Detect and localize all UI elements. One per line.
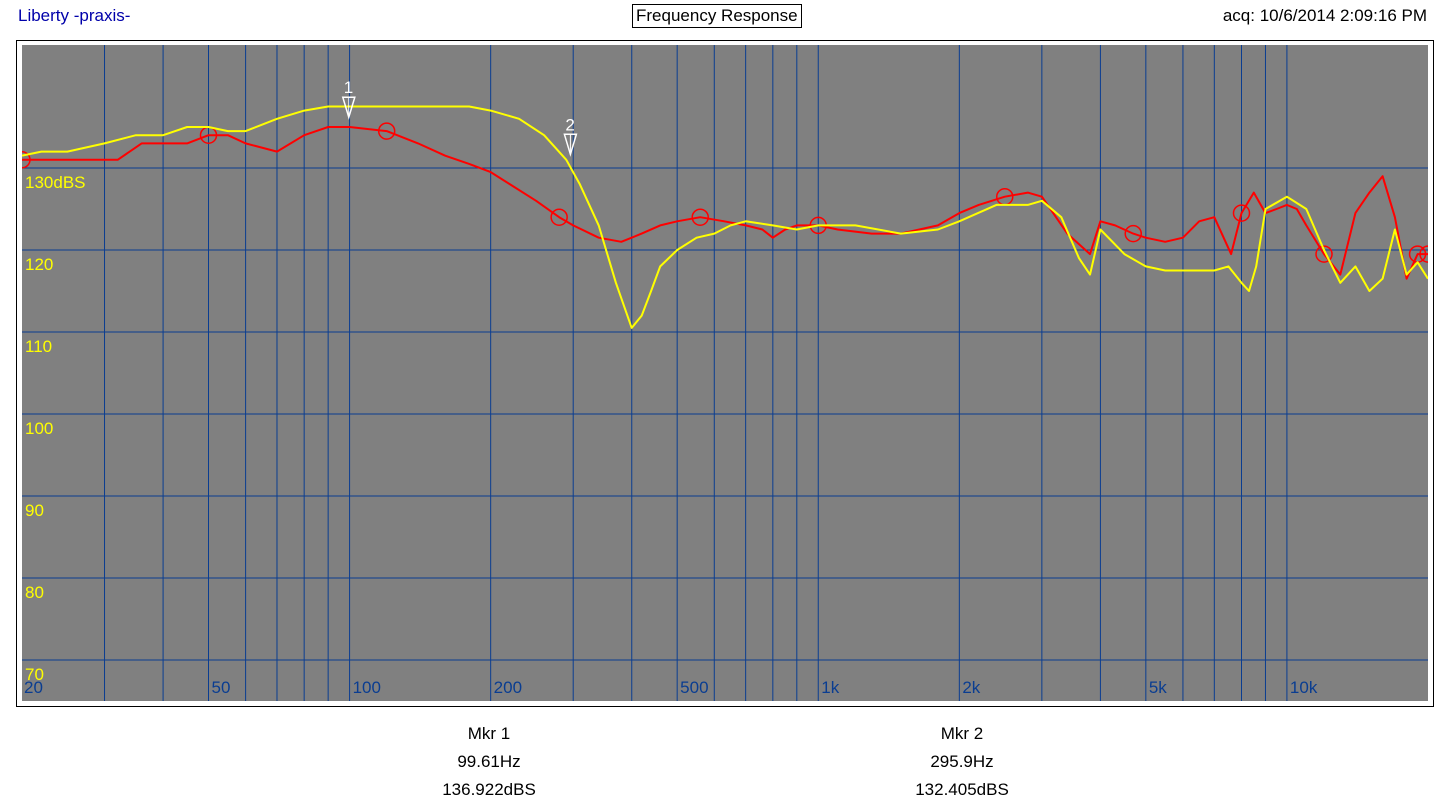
- y-tick-label: 80: [25, 583, 44, 602]
- series-point-1: [22, 151, 31, 169]
- chart-title: Frequency Response: [632, 4, 802, 28]
- marker-1-level: 136.922dBS: [442, 780, 536, 799]
- marker-2-readout: Mkr 2 295.9Hz 132.405dBS: [862, 720, 1062, 804]
- marker-2-label: 2: [565, 115, 574, 134]
- x-tick-label: 100: [353, 678, 381, 697]
- series-point-1: [1232, 204, 1251, 222]
- series-point-1: [1419, 245, 1428, 263]
- acquisition-timestamp: acq: 10/6/2014 2:09:16 PM: [1222, 6, 1427, 25]
- marker-2-name: Mkr 2: [940, 724, 984, 743]
- x-tick-label: 10k: [1290, 678, 1318, 697]
- marker-2-frequency: 295.9Hz: [930, 752, 994, 771]
- marker-1-name: Mkr 1: [467, 724, 511, 743]
- marker-1-label: 1: [344, 78, 353, 97]
- marker-2-icon: [563, 133, 578, 157]
- series-point-1: [1124, 224, 1142, 243]
- series-point-1: [1315, 245, 1333, 263]
- marker-1-readout: Mkr 1 99.61Hz 136.922dBS: [389, 720, 589, 804]
- y-tick-label: 130dBS: [25, 173, 86, 192]
- marker-1-frequency: 99.61Hz: [457, 752, 521, 771]
- series-point-1: [691, 208, 709, 226]
- x-tick-label: 2k: [962, 678, 980, 697]
- x-tick-label: 20: [24, 678, 43, 697]
- marker-2-level: 132.405dBS: [915, 780, 1009, 799]
- series-line-1: [22, 126, 1428, 280]
- plot-background: [22, 45, 1428, 701]
- y-tick-label: 120: [25, 255, 53, 274]
- series-point-1: [550, 208, 568, 226]
- app-title: Liberty -praxis-: [18, 6, 131, 25]
- x-tick-label: 5k: [1149, 678, 1167, 697]
- series-line-2: [22, 105, 1428, 329]
- y-tick-label: 110: [25, 337, 52, 356]
- y-tick-label: 90: [25, 501, 44, 520]
- series-point-1: [377, 122, 396, 140]
- y-tick-label: 100: [25, 419, 53, 438]
- x-tick-label: 1k: [821, 678, 839, 697]
- x-tick-label: 200: [494, 678, 522, 697]
- x-tick-label: 500: [680, 678, 708, 697]
- x-tick-label: 50: [212, 678, 231, 697]
- y-tick-label: 70: [25, 665, 44, 684]
